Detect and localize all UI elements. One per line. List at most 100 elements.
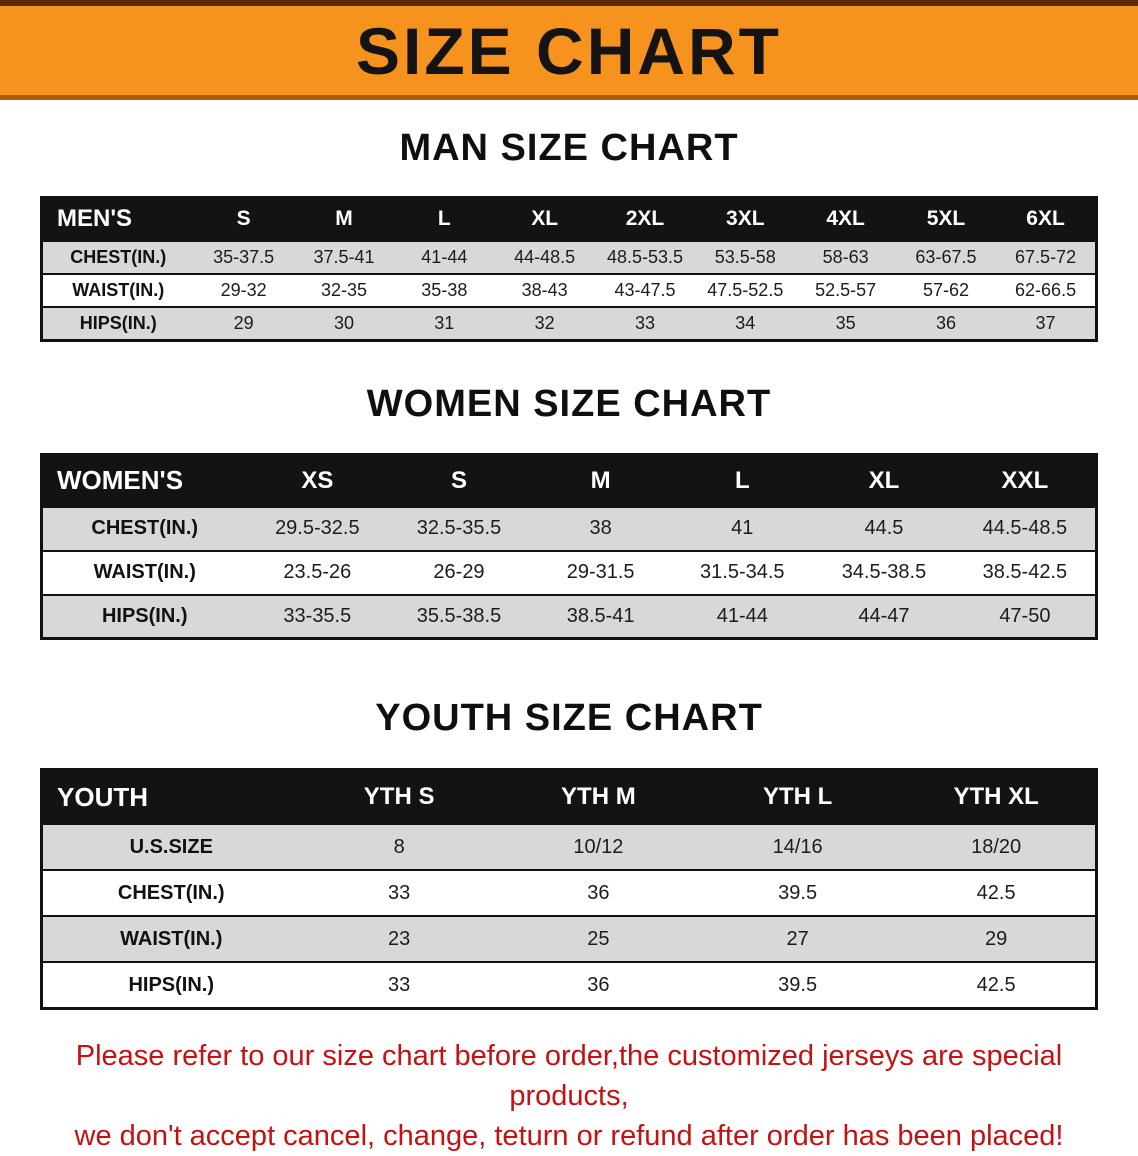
row-label: WAIST(IN.) — [93, 561, 196, 584]
table-cell: 39.5 — [778, 973, 818, 996]
table-cell: 35-38 — [421, 280, 468, 301]
men-table-row: HIPS(IN.) 29 30 31 32 33 34 35 36 37 — [41, 307, 1097, 341]
table-cell: 47-50 — [999, 604, 1051, 627]
men-section-heading: MAN SIZE CHART — [399, 127, 739, 169]
row-label: HIPS(IN.) — [101, 604, 188, 627]
men-column-header: 3XL — [695, 197, 796, 242]
table-cell: 32.5-35.5 — [416, 517, 502, 540]
table-cell: 31 — [434, 312, 455, 333]
table-cell: 30 — [333, 312, 354, 333]
men-column-header: L — [394, 197, 495, 242]
table-cell: 36 — [587, 973, 610, 996]
men-table-row: WAIST(IN.) 29-32 32-35 35-38 38-43 43-47.5 47.… — [41, 274, 1097, 308]
table-cell: 8 — [393, 835, 405, 858]
table-cell: 33 — [388, 881, 411, 904]
table-cell: 67.5-72 — [1015, 247, 1077, 268]
footer-note: Please refer to our size chart before or… — [0, 1036, 1138, 1156]
row-label: HIPS(IN.) — [128, 973, 215, 996]
table-cell: 23 — [388, 927, 411, 950]
table-cell: 32 — [534, 312, 555, 333]
table-cell: 31.5-34.5 — [700, 561, 785, 584]
table-cell: 58-63 — [822, 247, 869, 268]
row-label: U.S.SIZE — [129, 835, 213, 858]
men-column-header: XL — [494, 197, 595, 242]
table-cell: 47.5-52.5 — [707, 280, 784, 301]
table-cell: 57-62 — [922, 280, 969, 301]
men-table-row: CHEST(IN.) 35-37.5 37.5-41 41-44 44-48.5 48.5… — [41, 241, 1097, 275]
women-size-table: WOMEN'S XS S M L XL XXL CHEST(IN.) 29.5-32.5 32.… — [40, 453, 1098, 641]
table-cell: 23.5-26 — [283, 561, 352, 584]
table-cell: 34 — [735, 312, 756, 333]
table-cell: 29-31.5 — [566, 561, 635, 584]
table-cell: 29 — [233, 312, 254, 333]
row-label: CHEST(IN.) — [91, 517, 199, 540]
row-label: WAIST(IN.) — [120, 927, 223, 950]
table-cell: 63-67.5 — [915, 247, 977, 268]
men-column-header: 6XL — [996, 197, 1097, 242]
table-cell: 44.5-48.5 — [982, 517, 1068, 540]
size-chart-title: SIZE CHART — [356, 13, 782, 88]
youth-table-corner-label: YOUTH — [41, 769, 300, 825]
table-cell: 48.5-53.5 — [606, 247, 683, 268]
women-table-row: WAIST(IN.) 23.5-26 26-29 29-31.5 31.5-34.5 34… — [41, 550, 1097, 595]
youth-table-row: CHEST(IN.) 33 36 39.5 42.5 — [41, 870, 1097, 917]
men-table-corner-label: MEN'S — [41, 197, 194, 242]
footer-note-line1: Please refer to our size chart before or… — [75, 1039, 1063, 1112]
youth-table-body: U.S.SIZE 8 10/12 14/16 18/20 CHEST(IN.) 33 36 39… — [41, 824, 1097, 1009]
size-chart-content: MAN SIZE CHART MEN'S S M L XL 2XL 3XL 4XL 5XL 6XL… — [0, 126, 1138, 1156]
youth-table-row: U.S.SIZE 8 10/12 14/16 18/20 — [41, 824, 1097, 871]
women-column-header: XS — [246, 454, 389, 507]
table-cell: 29.5-32.5 — [275, 517, 360, 540]
men-column-header: 5XL — [895, 197, 997, 242]
table-cell: 18/20 — [971, 835, 1022, 858]
table-cell: 32-35 — [320, 280, 368, 301]
table-cell: 42.5 — [976, 973, 1016, 996]
table-cell: 38 — [589, 517, 612, 540]
men-header-row: MEN'S S M L XL 2XL 3XL 4XL 5XL 6XL — [41, 197, 1097, 242]
men-size-table: MEN'S S M L XL 2XL 3XL 4XL 5XL 6XL CHEST(IN.) 35-3… — [40, 195, 1098, 342]
table-cell: 53.5-58 — [714, 247, 776, 268]
women-column-header: XXL — [954, 454, 1097, 507]
table-cell: 29-32 — [220, 280, 267, 301]
row-label: HIPS(IN.) — [79, 312, 157, 333]
row-label: CHEST(IN.) — [117, 881, 225, 904]
table-cell: 35 — [835, 312, 856, 333]
row-label: CHEST(IN.) — [70, 247, 167, 268]
table-cell: 36 — [935, 312, 956, 333]
table-cell: 41 — [731, 517, 754, 540]
women-table-row: HIPS(IN.) 33-35.5 35.5-38.5 38.5-41 41-44 44-… — [41, 594, 1097, 639]
youth-size-table: YOUTH YTH S YTH M YTH L YTH XL U.S.SIZE 8 10/1… — [40, 767, 1098, 1010]
men-column-header: 4XL — [795, 197, 896, 242]
table-cell: 39.5 — [778, 881, 818, 904]
youth-column-header: YTH XL — [897, 769, 1097, 825]
table-cell: 38.5-42.5 — [982, 561, 1068, 584]
women-column-header: S — [388, 454, 530, 507]
table-cell: 52.5-57 — [815, 280, 877, 301]
table-cell: 29 — [985, 927, 1008, 950]
table-cell: 26-29 — [433, 561, 485, 584]
table-cell: 35.5-38.5 — [416, 604, 502, 627]
women-column-header: XL — [813, 454, 955, 507]
men-column-header: S — [193, 197, 294, 242]
table-cell: 35-37.5 — [213, 247, 275, 268]
table-cell: 34.5-38.5 — [841, 561, 927, 584]
table-cell: 33-35.5 — [283, 604, 352, 627]
youth-column-header: YTH M — [498, 769, 698, 825]
women-column-header: M — [529, 454, 672, 507]
table-cell: 33 — [634, 312, 655, 333]
men-table-body: CHEST(IN.) 35-37.5 37.5-41 41-44 44-48.5 48.5… — [41, 241, 1097, 341]
women-table-row: CHEST(IN.) 29.5-32.5 32.5-35.5 38 41 44.5 44.5… — [41, 506, 1097, 551]
table-cell: 62-66.5 — [1015, 280, 1077, 301]
table-cell: 38.5-41 — [566, 604, 635, 627]
footer-note-line2: we don't accept cancel, change, teturn o… — [74, 1119, 1064, 1152]
table-cell: 25 — [587, 927, 610, 950]
table-cell: 42.5 — [976, 881, 1016, 904]
size-chart-banner: SIZE CHART — [0, 0, 1138, 100]
table-cell: 36 — [587, 881, 610, 904]
table-cell: 43-47.5 — [614, 280, 676, 301]
youth-table-row: HIPS(IN.) 33 36 39.5 42.5 — [41, 962, 1097, 1009]
women-section-heading: WOMEN SIZE CHART — [366, 382, 772, 425]
table-cell: 44.5 — [864, 517, 904, 540]
table-cell: 10/12 — [573, 835, 624, 858]
table-cell: 44-47 — [858, 604, 910, 627]
